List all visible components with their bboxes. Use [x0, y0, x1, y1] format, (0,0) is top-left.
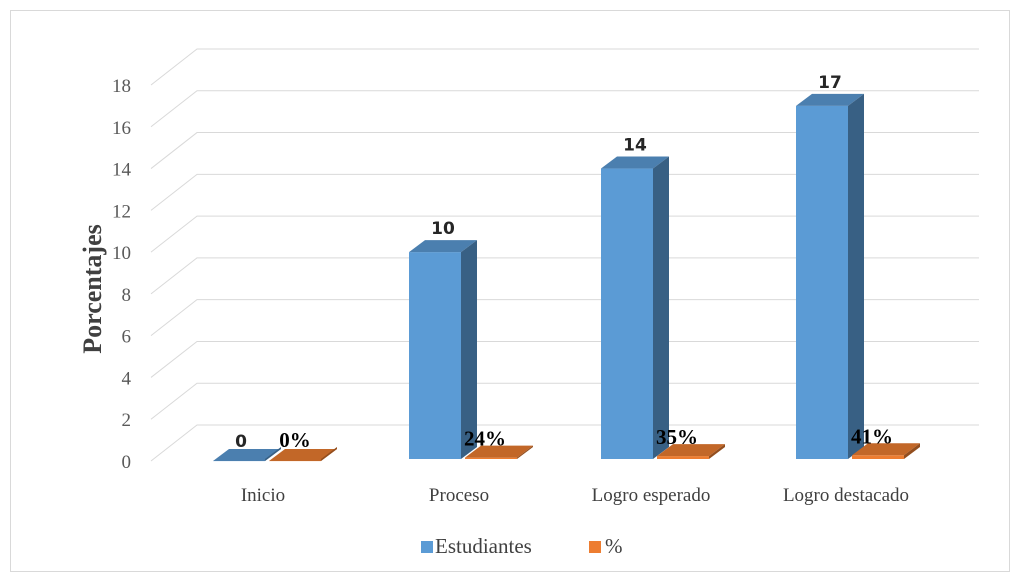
bar-percent	[852, 443, 920, 459]
chart-frame: 0 2 4 6 8 10 12 14 16 18 0 0% 10 24% 14 35% 17 41% Inici…	[10, 10, 1010, 572]
gridline	[150, 257, 979, 295]
data-label-percent: 35%	[656, 425, 698, 449]
y-tick-label: 0	[122, 452, 132, 473]
y-tick-label: 10	[112, 243, 131, 264]
bar-estudiantes	[213, 447, 281, 462]
bar-top	[601, 156, 669, 169]
data-label-estudiantes: 0	[235, 432, 247, 452]
bar-top	[852, 443, 920, 456]
y-tick-label: 2	[122, 410, 132, 431]
bar-top	[465, 445, 533, 458]
data-label-percent: 24%	[464, 427, 506, 451]
data-label-estudiantes: 10	[431, 219, 455, 239]
y-tick-label: 18	[112, 76, 131, 97]
y-tick-label: 8	[122, 285, 132, 306]
bar-side	[653, 156, 669, 460]
data-labels: 0 0% 10 24% 14 35% 17 41%	[235, 73, 893, 452]
y-axis-ticks: 0 2 4 6 8 10 12 14 16 18	[112, 76, 132, 473]
legend-swatch-estudiantes	[421, 541, 433, 553]
bars	[213, 93, 920, 462]
bar-front	[796, 105, 848, 459]
bar-percent	[269, 447, 337, 462]
legend-swatch-percent	[589, 541, 601, 553]
bar-side	[461, 240, 477, 459]
x-axis-categories: Inicio Proceso Logro esperado Logro destaca…	[241, 485, 909, 506]
bar-estudiantes	[601, 156, 669, 460]
data-label-estudiantes: 14	[623, 136, 647, 156]
bar-side	[709, 444, 725, 459]
bar-front	[657, 456, 709, 459]
legend: Estudiantes %	[421, 534, 623, 558]
y-tick-label: 4	[122, 368, 132, 389]
y-tick-label: 12	[112, 201, 131, 222]
data-label-percent: 0%	[279, 428, 311, 452]
bar-front	[409, 252, 461, 459]
bar-front	[465, 457, 517, 459]
gridline	[150, 340, 979, 378]
data-label-percent: 41%	[851, 424, 893, 448]
bar-side	[265, 447, 281, 461]
gridline	[150, 424, 979, 462]
gridlines	[150, 48, 979, 462]
data-label-estudiantes: 17	[818, 73, 842, 93]
bar-front	[601, 168, 653, 460]
bar-estudiantes	[409, 240, 477, 459]
bar-percent	[657, 444, 725, 459]
gridline	[150, 173, 979, 211]
bar-top	[409, 240, 477, 253]
bar-estudiantes	[796, 93, 864, 459]
bar-percent	[465, 445, 533, 459]
chart: 0 2 4 6 8 10 12 14 16 18 0 0% 10 24% 14 35% 17 41% Inici…	[78, 48, 979, 558]
gridline	[150, 382, 979, 420]
legend-label-percent: %	[605, 534, 623, 558]
x-category-label: Logro destacado	[783, 485, 909, 506]
x-category-label: Inicio	[241, 485, 285, 506]
bar-side	[517, 445, 533, 459]
bar-side	[904, 443, 920, 459]
bar-top	[213, 449, 281, 461]
x-category-label: Logro esperado	[592, 485, 711, 506]
gridline	[150, 215, 979, 253]
y-tick-label: 16	[112, 118, 131, 139]
bar-top	[796, 93, 864, 106]
legend-label-estudiantes: Estudiantes	[435, 534, 532, 558]
bar-side	[848, 93, 864, 459]
x-category-label: Proceso	[429, 485, 489, 506]
y-tick-label: 6	[122, 327, 132, 348]
bar-top	[657, 444, 725, 457]
bar-front	[852, 455, 904, 459]
gridline	[150, 48, 979, 86]
y-axis-title: Porcentajes	[78, 224, 107, 353]
gridline	[150, 299, 979, 337]
y-tick-label: 14	[112, 160, 132, 181]
gridline	[150, 132, 979, 169]
gridline	[150, 90, 979, 128]
bar-side	[321, 447, 337, 461]
bar-top	[269, 449, 337, 461]
